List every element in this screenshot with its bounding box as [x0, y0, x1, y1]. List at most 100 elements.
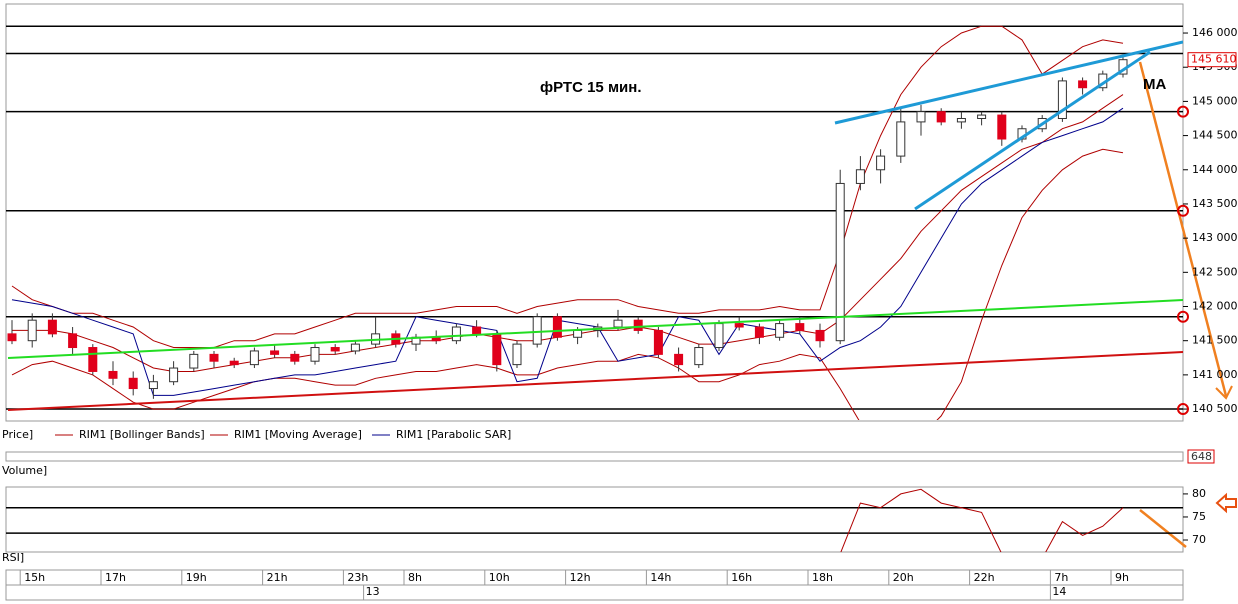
x-tick-label: 9h — [1115, 571, 1129, 584]
candle-body — [249, 350, 259, 366]
x-tick-label: 23h — [347, 571, 368, 584]
x-tick-label: 15h — [24, 571, 45, 584]
x-tick-label: 17h — [105, 571, 126, 584]
x-tick-label: 20h — [893, 571, 914, 584]
candle-body — [270, 350, 280, 355]
x-tick-label: 22h — [974, 571, 995, 584]
candle-body — [330, 347, 340, 352]
y-tick-label: 144 000 — [1192, 163, 1238, 176]
y-tick-label: 145 000 — [1192, 94, 1238, 107]
candle-body — [997, 114, 1007, 140]
volume-label: 648 — [1191, 450, 1212, 463]
parabolic-sar — [11, 107, 1124, 396]
candle-body — [795, 323, 805, 331]
trend-lines — [7, 40, 1183, 411]
arrow-head — [1215, 385, 1233, 400]
arrow-shaft — [1138, 61, 1228, 397]
rsi-tick-label: 80 — [1192, 487, 1206, 500]
level-marker — [1177, 310, 1189, 323]
candle-body — [108, 370, 118, 379]
candle-body — [896, 121, 906, 157]
price-panel — [5, 3, 1184, 422]
candle-body — [694, 347, 704, 366]
candle-body — [68, 333, 78, 349]
candle-body — [148, 381, 158, 390]
y-tick-label: 142 000 — [1192, 300, 1238, 313]
rsi-pointer — [1215, 492, 1237, 514]
x-tick-label: 7h — [1054, 571, 1068, 584]
legend-label: RIM1 [Moving Average] — [234, 428, 362, 441]
legend-label: RIM1 [Bollinger Bands] — [79, 428, 205, 441]
candle-body — [47, 319, 57, 335]
candle-body — [310, 347, 320, 362]
candle-body — [613, 319, 623, 328]
candle-body — [754, 326, 764, 338]
bollinger-upper — [11, 25, 1124, 348]
moving-average — [12, 94, 1124, 372]
candle-body — [350, 343, 360, 352]
legend-label: Price] — [2, 428, 33, 441]
bollinger-lower — [11, 148, 1124, 420]
candle-body — [1078, 80, 1088, 89]
y-tick-label: 143 000 — [1192, 231, 1238, 244]
x-tick-label: 18h — [812, 571, 833, 584]
panel-label: RSI] — [2, 551, 24, 564]
x-tick-label: 14h — [650, 571, 671, 584]
candle-body — [290, 353, 300, 362]
candle-body — [835, 182, 845, 342]
red-trend — [7, 351, 1183, 411]
rsi-tick-label: 75 — [1192, 510, 1206, 523]
candle-body — [451, 326, 461, 342]
rsi-arrow — [1139, 509, 1187, 548]
x-tick-label: 21h — [267, 571, 288, 584]
plot-area — [6, 25, 1183, 420]
candle-body — [714, 323, 724, 349]
candle-body — [209, 353, 219, 362]
x-tick-label: 8h — [408, 571, 422, 584]
candle-body — [977, 114, 987, 119]
last-price-box — [1187, 52, 1237, 68]
candle-body — [512, 343, 522, 366]
legend: RIM1 [Bollinger Bands] RIM1 [Moving Avera… — [55, 428, 511, 441]
x-tick-label: 12h — [570, 571, 591, 584]
candle-body — [169, 367, 179, 383]
volume-panel — [5, 451, 1184, 462]
y-tick-label: 140 500 — [1192, 402, 1238, 415]
candle-body — [916, 111, 926, 123]
legend-label: RIM1 [Parabolic SAR] — [396, 428, 511, 441]
candle-body — [189, 353, 199, 369]
panel-label: Volume] — [2, 464, 47, 477]
candle-body — [492, 333, 502, 366]
rsi-line — [840, 488, 1124, 552]
candle-body — [653, 329, 663, 355]
y-tick-label: 143 500 — [1192, 197, 1238, 210]
candle-body — [7, 333, 17, 342]
x-tick-label: 19h — [186, 571, 207, 584]
candle-body — [128, 377, 138, 390]
green-trend — [7, 299, 1183, 359]
candle-body — [936, 111, 946, 123]
y-tick-label: 146 000 — [1192, 26, 1238, 39]
candle-body — [633, 319, 643, 331]
y-tick-label: 141 500 — [1192, 334, 1238, 347]
candle-body — [1057, 80, 1067, 119]
candle-body — [573, 329, 583, 338]
y-tick-label: 142 500 — [1192, 265, 1238, 278]
blue-trend-upper — [834, 40, 1183, 125]
level-marker — [1177, 403, 1189, 416]
rsi-plot — [6, 488, 1183, 552]
date-label: 13 — [366, 585, 380, 598]
candle-body — [734, 323, 744, 328]
candle-body — [775, 323, 785, 338]
candle-body — [27, 319, 37, 342]
x-tick-label: 16h — [731, 571, 752, 584]
y-tick-label: 144 500 — [1192, 129, 1238, 142]
candle-body — [855, 169, 865, 184]
y-tick-label: 141 000 — [1192, 368, 1238, 381]
level-marker — [1177, 204, 1189, 217]
forecast-arrow — [1138, 61, 1237, 548]
blue-trend-lower — [914, 50, 1151, 211]
last-price-label: 145 610 — [1191, 53, 1237, 66]
chart-title: фРТС 15 мин. — [540, 79, 642, 96]
